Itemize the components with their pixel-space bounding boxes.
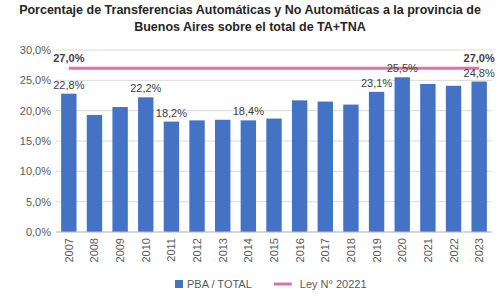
- x-tick-label: 2013: [217, 238, 229, 262]
- x-tick-label: 2017: [319, 238, 331, 262]
- x-tick-label: 2023: [473, 238, 485, 262]
- labels: 22,8% 22,2% 18,2% 18,4% 23,1% 25,5% 24,8% 27,0%…: [53, 52, 495, 118]
- data-label: 27,0%: [53, 52, 84, 64]
- x-tick-label: 2018: [345, 238, 357, 262]
- data-label: 22,2%: [130, 82, 161, 94]
- grid-line: [56, 80, 492, 81]
- x-tick-label: 2012: [191, 238, 203, 262]
- y-tick-label: 15,0%: [20, 135, 51, 147]
- bar: [112, 107, 127, 232]
- plot-marks: [61, 68, 487, 232]
- x-tick-label: 2015: [268, 238, 280, 262]
- title: Porcentaje de Transferencias Automáticas…: [19, 3, 481, 34]
- grid-line: [56, 50, 492, 51]
- bar: [215, 120, 230, 232]
- data-label: 18,2%: [156, 107, 187, 119]
- x-tick-label: 2021: [422, 238, 434, 262]
- x-tick-label: 2014: [242, 238, 254, 262]
- bar: [471, 82, 486, 232]
- x-tick-label: 2016: [294, 238, 306, 262]
- data-label: 27,0%: [464, 52, 495, 64]
- bar: [318, 102, 333, 232]
- y-tick-label: 20,0%: [20, 105, 51, 117]
- y-tick-label: 10,0%: [20, 165, 51, 177]
- data-label: 22,8%: [53, 79, 84, 91]
- x-tick-label: 2022: [448, 238, 460, 262]
- bar: [61, 94, 76, 232]
- bar: [164, 122, 179, 232]
- data-label: 23,1%: [361, 77, 392, 89]
- title-line: Porcentaje de Transferencias Automáticas…: [19, 3, 481, 17]
- y-tick-label: 30,0%: [20, 44, 51, 56]
- data-label: 18,4%: [233, 105, 264, 117]
- bar: [266, 119, 281, 232]
- x-tick-label: 2009: [114, 238, 126, 262]
- bar: [420, 84, 435, 232]
- y-tick-label: 0,0%: [26, 226, 51, 238]
- legend: PBA / TOTAL Ley N° 20221: [175, 278, 367, 290]
- chart: Porcentaje de Transferencias Automáticas…: [0, 0, 500, 300]
- data-label: 24,8%: [464, 67, 495, 79]
- x-tick-label: 2020: [396, 238, 408, 262]
- bar: [241, 120, 256, 232]
- legend-label: PBA / TOTAL: [187, 278, 252, 290]
- x-tick-label: 2007: [63, 238, 75, 262]
- bar: [369, 92, 384, 232]
- bar: [343, 105, 358, 232]
- legend-swatch: [175, 280, 183, 288]
- y-tick-label: 25,0%: [20, 74, 51, 86]
- x-axis: [56, 232, 492, 233]
- x-tick-label: 2019: [371, 238, 383, 262]
- x-tick-label: 2008: [88, 238, 100, 262]
- y-tick-label: 5,0%: [26, 196, 51, 208]
- bar: [446, 86, 461, 232]
- x-tick-label: 2010: [140, 238, 152, 262]
- title-line: Buenos Aires sobre el total de TA+TNA: [134, 20, 366, 34]
- bar: [87, 115, 102, 232]
- legend-swatch: [274, 283, 292, 286]
- bar: [395, 77, 410, 232]
- bar: [292, 100, 307, 232]
- x-tick-label: 2011: [165, 238, 177, 262]
- grid-line: [56, 232, 492, 233]
- data-label: 25,5%: [387, 62, 418, 74]
- legend-label: Ley N° 20221: [300, 278, 367, 290]
- bar: [189, 120, 204, 232]
- bar: [138, 97, 153, 232]
